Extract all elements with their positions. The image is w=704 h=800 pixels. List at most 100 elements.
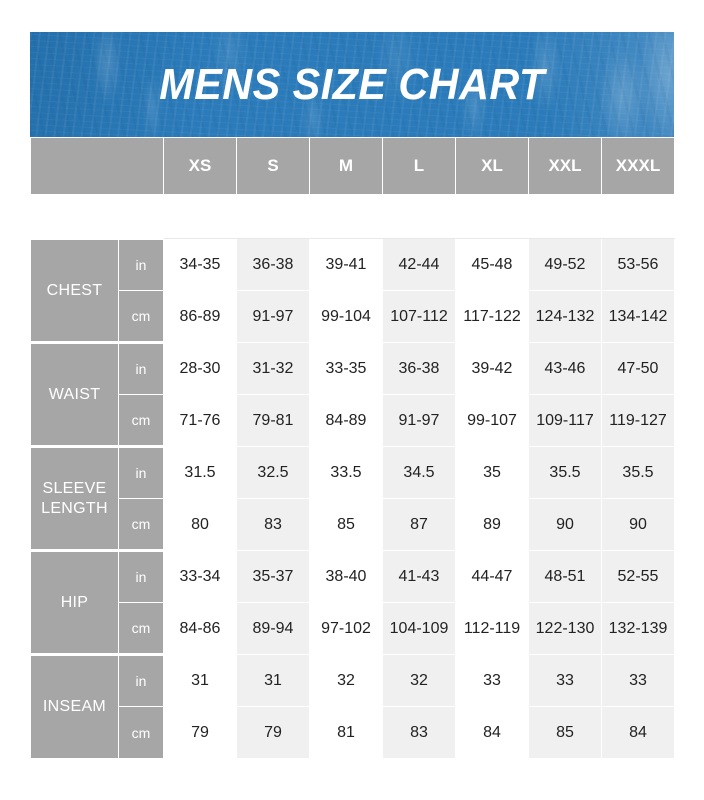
spacer-cell — [601, 194, 675, 239]
spacer-cell — [309, 194, 383, 239]
spacer-cell — [236, 194, 310, 239]
cell-inseam-in-xs: 31 — [163, 654, 237, 707]
cell-inseam-in-l: 32 — [382, 654, 456, 707]
size-chart-table: XS S M L XL XXL XXXL CHEST in 34-35 36-38 39-41 42-4… — [30, 137, 675, 759]
spacer-cell — [528, 194, 602, 239]
cell-sleeve-length-cm-xxxl: 90 — [601, 498, 675, 551]
spacer-cell — [30, 194, 119, 239]
cell-sleeve-length-in-xs: 31.5 — [163, 446, 237, 499]
size-column-header-xxxl: XXXL — [601, 137, 675, 195]
cell-chest-cm-xs: 86-89 — [163, 290, 237, 343]
table-row: WAIST in 28-30 31-32 33-35 36-38 39-42 43-46 47-… — [30, 341, 675, 447]
cell-sleeve-length-cm-xxl: 90 — [528, 498, 602, 551]
cell-hip-cm-xl: 112-119 — [455, 602, 529, 655]
cell-hip-in-s: 35-37 — [236, 550, 310, 603]
cell-waist-in-xxl: 43-46 — [528, 342, 602, 395]
cell-waist-cm-xxl: 109-117 — [528, 394, 602, 447]
cell-waist-cm-s: 79-81 — [236, 394, 310, 447]
cell-sleeve-length-cm-xs: 80 — [163, 498, 237, 551]
spacer-cell — [455, 194, 529, 239]
spacer-row — [30, 194, 675, 239]
cell-inseam-in-m: 32 — [309, 654, 383, 707]
row-label-hip: HIP — [30, 549, 119, 655]
table-row: HIP in 33-34 35-37 38-40 41-43 44-47 48-51 52-55 — [30, 549, 675, 655]
cell-hip-cm-m: 97-102 — [309, 602, 383, 655]
table-row: cm 71-76 79-81 84-89 91-97 99-107 109-117 119-1… — [31, 394, 675, 447]
cell-sleeve-length-cm-m: 85 — [309, 498, 383, 551]
cell-chest-cm-l: 107-112 — [382, 290, 456, 343]
cell-sleeve-length-in-m: 33.5 — [309, 446, 383, 499]
table-row: cm 80 83 85 87 89 90 90 — [31, 498, 675, 551]
cell-inseam-cm-xl: 84 — [455, 706, 529, 759]
unit-label-inseam-in: in — [118, 653, 164, 707]
cell-waist-cm-m: 84-89 — [309, 394, 383, 447]
cell-hip-in-m: 38-40 — [309, 550, 383, 603]
cell-inseam-in-xxxl: 33 — [601, 654, 675, 707]
cell-sleeve-length-cm-l: 87 — [382, 498, 456, 551]
cell-inseam-cm-xxxl: 84 — [601, 706, 675, 759]
cell-inseam-in-xl: 33 — [455, 654, 529, 707]
cell-sleeve-length-in-l: 34.5 — [382, 446, 456, 499]
cell-hip-in-xs: 33-34 — [163, 550, 237, 603]
cell-sleeve-length-in-xxl: 35.5 — [528, 446, 602, 499]
unit-label-chest-in: in — [118, 237, 164, 291]
unit-label-chest-cm: cm — [118, 290, 164, 343]
size-column-header-xs: XS — [163, 137, 237, 195]
cell-inseam-cm-xxl: 85 — [528, 706, 602, 759]
cell-chest-in-xxxl: 53-56 — [601, 238, 675, 291]
cell-sleeve-length-in-xl: 35 — [455, 446, 529, 499]
size-column-header-l: L — [382, 137, 456, 195]
header-corner-cell — [30, 137, 164, 195]
cell-inseam-in-xxl: 33 — [528, 654, 602, 707]
cell-hip-cm-l: 104-109 — [382, 602, 456, 655]
table-row: SLEEVE LENGTH in 31.5 32.5 33.5 34.5 35 35.5 35.… — [30, 445, 675, 551]
cell-waist-in-xxxl: 47-50 — [601, 342, 675, 395]
cell-chest-cm-xxxl: 134-142 — [601, 290, 675, 343]
cell-chest-in-xl: 45-48 — [455, 238, 529, 291]
table-row: cm 84-86 89-94 97-102 104-109 112-119 122-130 1… — [31, 602, 675, 655]
unit-label-hip-cm: cm — [118, 602, 164, 655]
table-row: cm 86-89 91-97 99-104 107-112 117-122 124-132 1… — [31, 290, 675, 343]
cell-inseam-cm-l: 83 — [382, 706, 456, 759]
spacer-cell — [163, 194, 237, 239]
cell-waist-cm-xxxl: 119-127 — [601, 394, 675, 447]
table-row: CHEST in 34-35 36-38 39-41 42-44 45-48 49-52 53-… — [30, 237, 675, 343]
cell-chest-in-s: 36-38 — [236, 238, 310, 291]
row-label-waist: WAIST — [30, 341, 119, 447]
cell-chest-in-m: 39-41 — [309, 238, 383, 291]
cell-hip-cm-s: 89-94 — [236, 602, 310, 655]
cell-hip-in-xl: 44-47 — [455, 550, 529, 603]
unit-label-waist-cm: cm — [118, 394, 164, 447]
size-chart-body: XS S M L XL XXL XXXL CHEST in 34-35 36-38 39-41 42-4… — [30, 137, 675, 759]
cell-waist-in-l: 36-38 — [382, 342, 456, 395]
table-row: cm 79 79 81 83 84 85 84 — [31, 706, 675, 759]
cell-sleeve-length-in-xxxl: 35.5 — [601, 446, 675, 499]
unit-label-inseam-cm: cm — [118, 706, 164, 759]
cell-waist-in-m: 33-35 — [309, 342, 383, 395]
cell-waist-cm-l: 91-97 — [382, 394, 456, 447]
unit-label-sleeve-length-in: in — [118, 445, 164, 499]
chart-banner: MENS SIZE CHART — [30, 32, 674, 137]
cell-chest-cm-m: 99-104 — [309, 290, 383, 343]
unit-label-waist-in: in — [118, 341, 164, 395]
unit-label-hip-in: in — [118, 549, 164, 603]
size-header-row: XS S M L XL XXL XXXL — [30, 137, 675, 195]
cell-chest-in-xxl: 49-52 — [528, 238, 602, 291]
row-label-sleeve-length: SLEEVE LENGTH — [30, 445, 119, 551]
cell-hip-in-xxxl: 52-55 — [601, 550, 675, 603]
spacer-cell — [118, 194, 164, 239]
size-column-header-xl: XL — [455, 137, 529, 195]
cell-inseam-in-s: 31 — [236, 654, 310, 707]
unit-label-sleeve-length-cm: cm — [118, 498, 164, 551]
spacer-cell — [382, 194, 456, 239]
cell-inseam-cm-s: 79 — [236, 706, 310, 759]
cell-sleeve-length-cm-xl: 89 — [455, 498, 529, 551]
table-row: INSEAM in 31 31 32 32 33 33 33 — [30, 653, 675, 759]
cell-chest-in-l: 42-44 — [382, 238, 456, 291]
cell-chest-cm-xxl: 124-132 — [528, 290, 602, 343]
cell-waist-in-s: 31-32 — [236, 342, 310, 395]
cell-hip-in-xxl: 48-51 — [528, 550, 602, 603]
page-title: MENS SIZE CHART — [159, 59, 545, 109]
size-column-header-s: S — [236, 137, 310, 195]
